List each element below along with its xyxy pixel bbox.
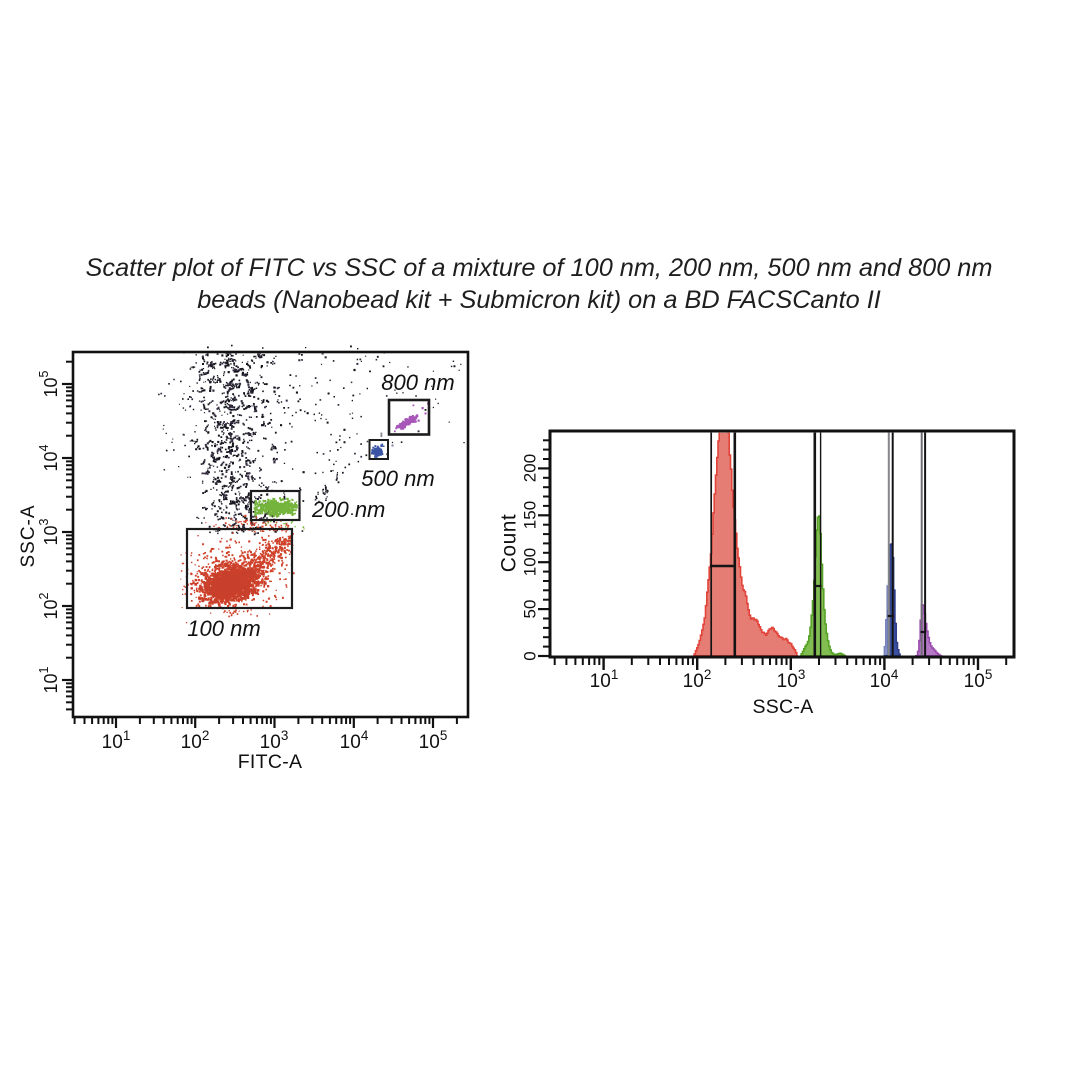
- svg-text:150: 150: [520, 501, 539, 529]
- svg-text:200: 200: [520, 454, 539, 482]
- svg-text:beads (Nanobead kit + Submicro: beads (Nanobead kit + Submicron kit) on …: [197, 286, 881, 314]
- svg-text:100 nm: 100 nm: [187, 616, 260, 641]
- svg-text:FITC-A: FITC-A: [238, 751, 303, 773]
- svg-text:500 nm: 500 nm: [361, 466, 434, 491]
- svg-text:Scatter plot of FITC vs SSC of: Scatter plot of FITC vs SSC of a mixture…: [86, 254, 993, 282]
- svg-text:SSC-A: SSC-A: [18, 504, 39, 567]
- svg-text:Count: Count: [498, 514, 521, 573]
- svg-text:SSC-A: SSC-A: [752, 696, 813, 718]
- svg-text:800 nm: 800 nm: [381, 370, 454, 395]
- svg-text:0: 0: [520, 651, 539, 660]
- svg-text:50: 50: [520, 600, 539, 619]
- svg-text:103: 103: [260, 728, 289, 753]
- svg-text:100: 100: [520, 548, 539, 576]
- svg-text:101: 101: [590, 667, 619, 692]
- svg-text:200 nm: 200 nm: [311, 497, 385, 522]
